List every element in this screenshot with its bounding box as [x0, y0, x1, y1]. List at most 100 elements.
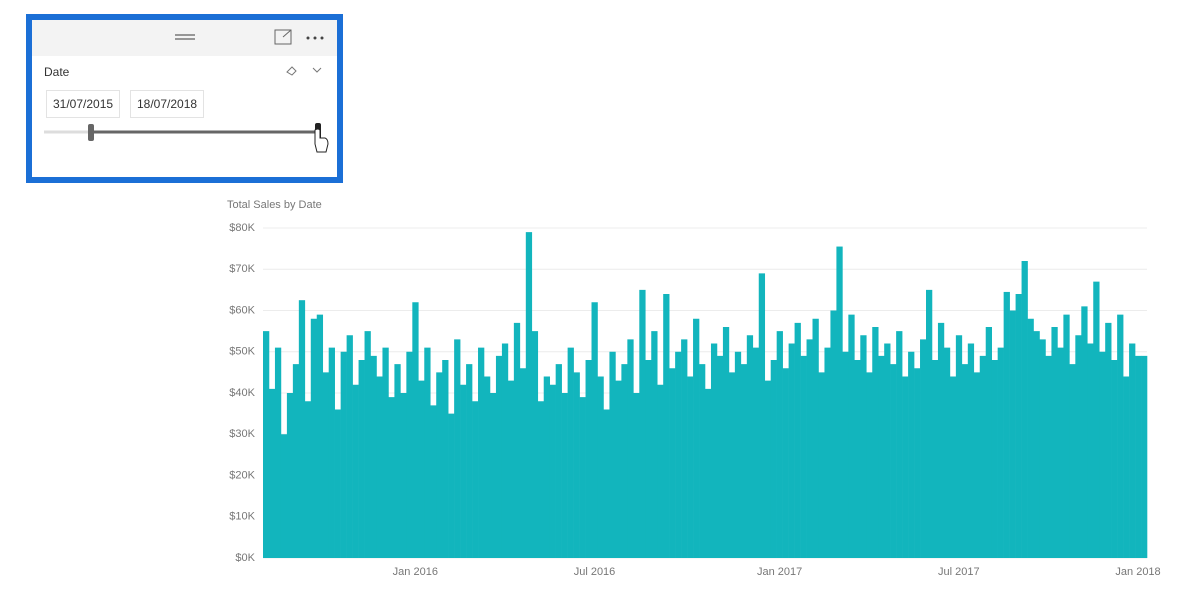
- bar: [507, 380, 515, 558]
- y-tick-label: $20K: [229, 469, 255, 481]
- bar: [842, 351, 849, 558]
- bar: [836, 246, 843, 558]
- bar: [1051, 327, 1058, 558]
- bar: [770, 360, 777, 558]
- bar: [633, 393, 640, 558]
- bar: [519, 368, 527, 558]
- bar: [418, 380, 425, 558]
- bar: [406, 351, 413, 558]
- bar: [1027, 318, 1034, 558]
- bar: [812, 318, 819, 558]
- bar: [603, 409, 610, 558]
- bar: [466, 364, 473, 558]
- bar: [489, 393, 497, 558]
- bar: [800, 355, 807, 558]
- bar: [1039, 339, 1046, 558]
- bar: [382, 347, 389, 558]
- bar: [1093, 281, 1100, 558]
- bar: [615, 380, 622, 558]
- bar: [794, 322, 801, 558]
- bar: [1087, 343, 1094, 558]
- slider-handle[interactable]: [88, 124, 94, 141]
- x-tick-label: Jul 2016: [574, 566, 616, 578]
- bar: [412, 302, 419, 558]
- bar: [884, 343, 891, 558]
- bar: [920, 339, 927, 558]
- bar: [1021, 261, 1028, 558]
- bar: [746, 335, 754, 558]
- bar: [1105, 322, 1112, 558]
- bar: [292, 364, 300, 558]
- bar: [687, 376, 694, 558]
- bar: [268, 388, 276, 558]
- bar: [788, 343, 795, 558]
- eraser-icon[interactable]: [286, 66, 297, 76]
- bar: [985, 327, 993, 558]
- bar: [364, 331, 371, 558]
- bar: [914, 368, 921, 558]
- bar: [997, 347, 1004, 558]
- bar: [274, 347, 282, 558]
- bar: [776, 331, 783, 558]
- bar: [722, 327, 730, 558]
- bar: [651, 331, 658, 558]
- range-slider[interactable]: [32, 116, 337, 156]
- bar: [1009, 310, 1016, 558]
- y-tick-label: $0K: [235, 552, 255, 564]
- bar: [591, 302, 598, 558]
- x-tick-label: Jan 2017: [757, 566, 802, 578]
- bar: [872, 327, 879, 558]
- bar: [286, 393, 294, 558]
- y-tick-label: $50K: [229, 346, 255, 358]
- bar: [1045, 355, 1052, 558]
- chart-title: Total Sales by Date: [227, 199, 322, 211]
- bar: [1111, 360, 1118, 558]
- bar: [878, 355, 885, 558]
- y-tick-label: $60K: [229, 304, 255, 316]
- bar: [1063, 314, 1070, 558]
- bar: [657, 384, 664, 558]
- end-date-input[interactable]: 18/07/2018: [130, 90, 205, 118]
- bar: [472, 401, 479, 558]
- bar: [669, 368, 676, 558]
- x-tick-label: Jul 2017: [938, 566, 980, 578]
- bar: [1129, 343, 1136, 558]
- bar: [531, 331, 539, 558]
- bar: [484, 376, 491, 558]
- bar: [442, 360, 449, 558]
- bar: [495, 355, 503, 558]
- cursor: [314, 128, 329, 153]
- bar: [728, 372, 736, 558]
- bars: [263, 232, 1148, 558]
- bar: [448, 413, 455, 558]
- bar: [740, 364, 748, 558]
- bar: [513, 322, 521, 558]
- bar: [848, 314, 855, 558]
- bar: [979, 355, 987, 558]
- bar: [1069, 364, 1076, 558]
- dropdown-icon[interactable]: [312, 67, 322, 73]
- bar: [543, 376, 551, 558]
- bar: [663, 294, 670, 558]
- bar: [926, 289, 933, 558]
- bar: [609, 351, 616, 558]
- bar: [710, 343, 718, 558]
- bar: [454, 339, 461, 558]
- bar: [460, 384, 467, 558]
- date-slicer: Date 31/07/2015 18/07/2018: [26, 14, 343, 183]
- bar: [752, 347, 760, 558]
- start-date-input[interactable]: 31/07/2015: [46, 90, 121, 118]
- bar: [764, 380, 772, 558]
- bar: [866, 372, 873, 558]
- bar: [824, 347, 831, 558]
- bar: [890, 364, 897, 558]
- slicer-actions: [286, 66, 322, 76]
- bar: [949, 376, 957, 558]
- bar: [310, 318, 318, 558]
- bar: [1081, 306, 1088, 558]
- bar: [478, 347, 485, 558]
- bar: [854, 360, 861, 558]
- bar: [967, 343, 975, 558]
- bar: [424, 347, 431, 558]
